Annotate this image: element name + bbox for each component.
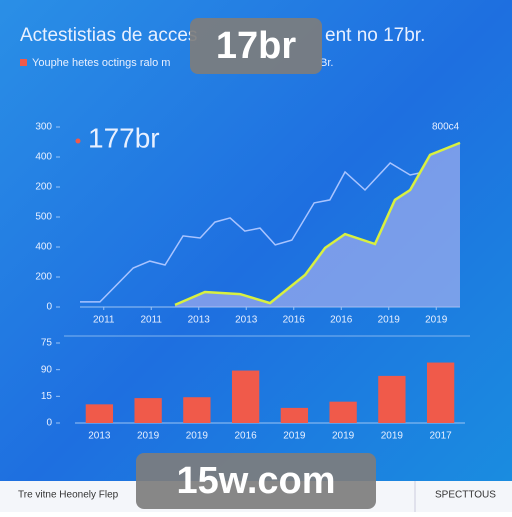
y-tick-label: 0: [46, 418, 52, 429]
footer-left: Tre vitne Heonely Flep: [18, 490, 119, 501]
x-tick-label: 2019: [332, 431, 355, 442]
bar: [426, 362, 455, 423]
badge-text: 17br: [216, 25, 296, 67]
area: [175, 142, 460, 307]
y-tick-label: 75: [41, 338, 53, 349]
bar: [378, 375, 406, 423]
x-tick-label: 2016: [330, 315, 353, 326]
y-tick-label: 200: [35, 182, 52, 193]
y-tick-label: 400: [35, 242, 52, 253]
bar: [85, 404, 114, 423]
chart-title: Actestistias de acces: [20, 25, 197, 46]
x-tick-label: 2019: [381, 431, 404, 442]
x-tick-label: 2013: [235, 315, 258, 326]
y-tick-label: 15: [41, 391, 53, 402]
y-tick-label: 0: [46, 302, 52, 313]
bar: [231, 370, 260, 423]
x-tick-label: 2016: [235, 431, 258, 442]
x-tick-label: 2019: [186, 431, 209, 442]
line: [174, 141, 461, 307]
badge: [136, 453, 376, 509]
bar: [329, 401, 357, 423]
y-tick-label: 400: [35, 152, 52, 163]
bar: [280, 407, 309, 423]
legend-marker: [20, 59, 27, 66]
y-tick-label: 200: [35, 272, 52, 283]
x-tick-label: 2019: [425, 315, 448, 326]
x-tick-label: 2017: [430, 431, 453, 442]
y-tick-label: 300: [35, 122, 52, 133]
badge-text: 15w.com: [176, 460, 335, 502]
y-tick-label: 500: [35, 212, 52, 223]
x-tick-label: 2019: [283, 431, 306, 442]
x-tick-label: 2013: [188, 315, 211, 326]
corner-label: 800c4: [432, 122, 460, 133]
line: [80, 162, 421, 303]
y-tick-label: 90: [41, 364, 53, 375]
chart-title-end: ent no 17br.: [325, 25, 425, 46]
x-tick-label: 2019: [137, 431, 160, 442]
subtitle-end: Br.: [320, 57, 333, 69]
x-tick-label: 2019: [378, 315, 401, 326]
bar: [183, 397, 211, 423]
footer-right: SPECTTOUS: [435, 490, 496, 501]
bar: [134, 398, 162, 423]
x-tick-label: 2011: [140, 315, 162, 326]
annotation-dot: [75, 138, 81, 144]
x-tick-label: 2013: [88, 431, 111, 442]
x-tick-label: 2011: [93, 315, 115, 326]
annotation: 177br: [88, 122, 160, 153]
x-tick-label: 2016: [283, 315, 306, 326]
subtitle: Youphe hetes octings ralo m: [32, 57, 170, 69]
badge: [190, 18, 322, 74]
